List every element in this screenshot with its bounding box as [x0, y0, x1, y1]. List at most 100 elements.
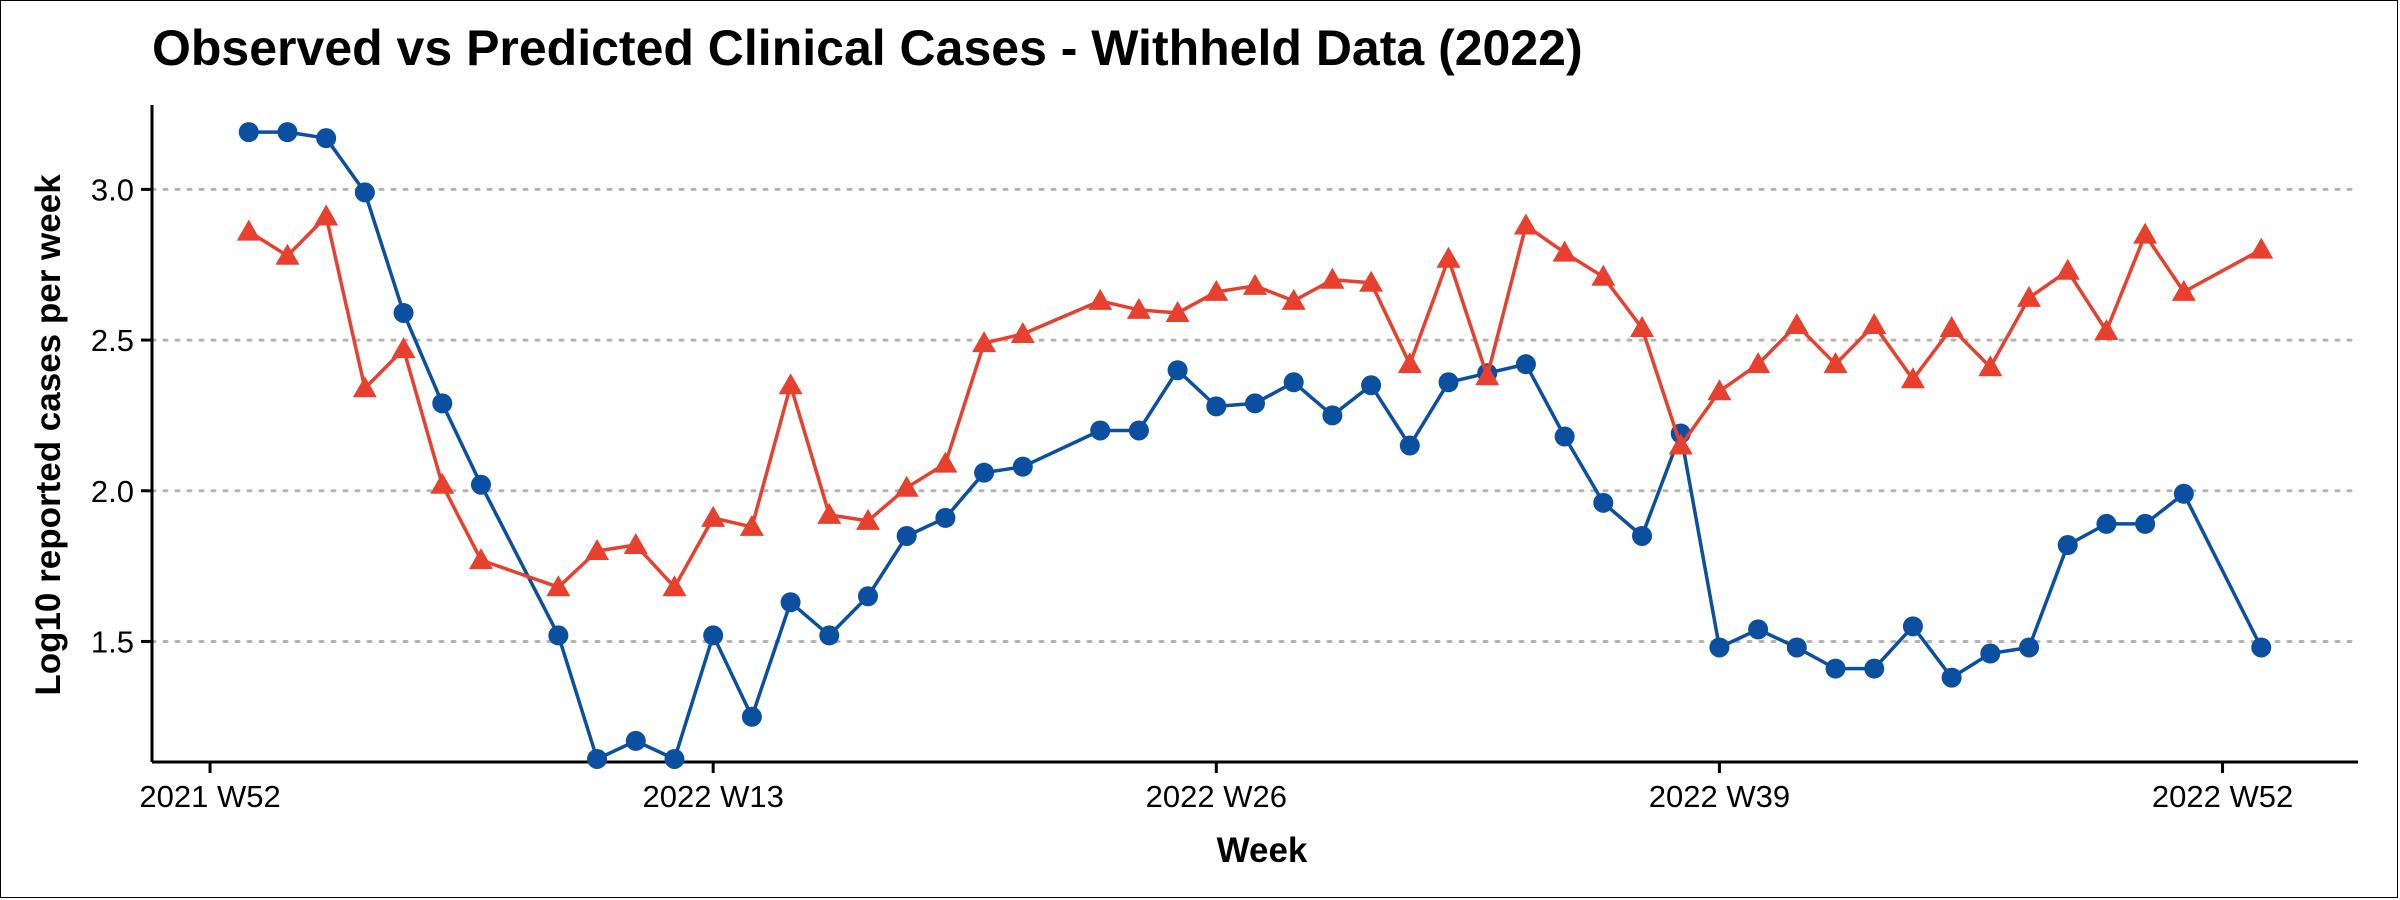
data-point-triangle — [1126, 297, 1151, 319]
data-point-triangle — [1862, 313, 1887, 335]
data-point-triangle — [817, 502, 842, 524]
data-point-triangle — [275, 243, 300, 265]
data-point-triangle — [1939, 316, 1964, 338]
data-point-circle — [896, 525, 917, 546]
data-point-triangle — [662, 575, 687, 597]
data-point-triangle — [2133, 222, 2158, 244]
series-group — [236, 122, 2274, 769]
data-point-circle — [1593, 492, 1614, 513]
x-axis-ticks: 2021 W52 2022 W13 2022 W26 2022 W39 2022 W52 — [139, 762, 2293, 814]
data-point-circle — [1399, 435, 1420, 456]
data-point-triangle — [1784, 313, 1809, 335]
data-point-circle — [2057, 535, 2078, 556]
data-point-triangle — [1165, 300, 1190, 322]
data-point-triangle — [1746, 352, 1771, 374]
series-observed — [238, 122, 2272, 769]
series-line — [248, 130, 2263, 761]
data-point-circle — [1245, 393, 1265, 414]
data-point-triangle — [1397, 352, 1422, 374]
series-predicted — [236, 204, 2274, 597]
data-point-circle — [664, 748, 685, 769]
grid-lines — [150, 187, 2360, 643]
data-point-circle — [741, 706, 762, 727]
data-point-triangle — [2017, 285, 2042, 307]
data-point-triangle — [894, 475, 919, 497]
data-point-circle — [277, 122, 298, 143]
y-axis-title: Log10 reported cases per week — [29, 174, 68, 696]
data-point-circle — [1012, 456, 1033, 477]
data-point-circle — [316, 128, 337, 149]
data-point-circle — [1361, 375, 1382, 396]
data-point-circle — [1709, 637, 1730, 658]
y-tick-label: 2.5 — [91, 323, 134, 358]
data-point-circle — [354, 182, 375, 203]
data-point-triangle — [352, 376, 377, 398]
data-point-triangle — [430, 472, 455, 494]
chart-title: Observed vs Predicted Clinical Cases - W… — [152, 20, 1583, 76]
data-point-circle — [857, 586, 878, 607]
y-tick-label: 3.0 — [91, 172, 134, 207]
x-tick-label: 2022 W26 — [1146, 779, 1287, 814]
data-point-triangle — [2171, 279, 2196, 301]
data-point-circle — [548, 625, 569, 646]
data-point-circle — [819, 625, 840, 646]
data-point-circle — [935, 507, 956, 528]
data-point-circle — [625, 730, 646, 751]
data-point-circle — [1206, 396, 1227, 417]
data-point-circle — [1941, 667, 1962, 688]
data-point-triangle — [1281, 288, 1306, 310]
data-point-triangle — [1630, 316, 1655, 338]
data-point-circle — [1748, 619, 1769, 640]
x-tick-label: 2022 W13 — [643, 779, 784, 814]
data-point-circle — [780, 592, 801, 613]
data-point-circle — [1825, 658, 1846, 679]
data-point-triangle — [933, 451, 958, 473]
series-line — [247, 214, 2263, 589]
data-point-circle — [1864, 658, 1885, 679]
data-point-circle — [703, 625, 724, 646]
data-point-triangle — [2249, 237, 2274, 259]
data-point-triangle — [1823, 352, 1848, 374]
data-point-triangle — [739, 514, 764, 536]
data-point-triangle — [236, 219, 261, 241]
data-point-triangle — [1088, 288, 1113, 310]
data-point-triangle — [1359, 270, 1384, 292]
axes — [150, 105, 2358, 764]
data-point-triangle — [1591, 264, 1616, 286]
data-point-circle — [974, 462, 995, 483]
data-point-triangle — [778, 373, 803, 395]
data-point-triangle — [1513, 213, 1538, 235]
y-axis-ticks: 1.5 2.0 2.5 3.0 — [91, 172, 152, 659]
data-point-circle — [1283, 372, 1304, 393]
x-tick-label: 2022 W39 — [1649, 779, 1790, 814]
data-point-triangle — [701, 505, 726, 527]
data-point-circle — [2096, 513, 2117, 534]
data-point-circle — [2251, 637, 2272, 658]
x-tick-label: 2022 W52 — [2152, 779, 2293, 814]
data-point-triangle — [1978, 355, 2003, 377]
data-point-triangle — [468, 548, 493, 570]
y-tick-label: 1.5 — [91, 624, 134, 659]
x-axis-title: Week — [1217, 831, 1308, 870]
data-point-triangle — [2055, 258, 2080, 280]
y-tick-label: 2.0 — [91, 474, 134, 509]
data-point-circle — [470, 474, 491, 495]
data-point-circle — [393, 302, 414, 323]
data-point-circle — [1167, 360, 1188, 381]
data-point-circle — [1902, 616, 1923, 637]
data-point-triangle — [1552, 240, 1577, 262]
data-point-triangle — [546, 575, 571, 597]
data-point-circle — [1786, 637, 1807, 658]
data-point-triangle — [391, 337, 416, 359]
x-tick-label: 2021 W52 — [139, 779, 280, 814]
data-point-triangle — [1010, 322, 1035, 344]
data-point-circle — [1632, 525, 1653, 546]
data-point-circle — [2135, 513, 2156, 534]
data-point-circle — [1980, 643, 2001, 664]
data-point-circle — [2019, 637, 2040, 658]
data-point-triangle — [623, 533, 648, 555]
data-point-triangle — [585, 539, 610, 561]
data-point-circle — [1090, 420, 1111, 441]
